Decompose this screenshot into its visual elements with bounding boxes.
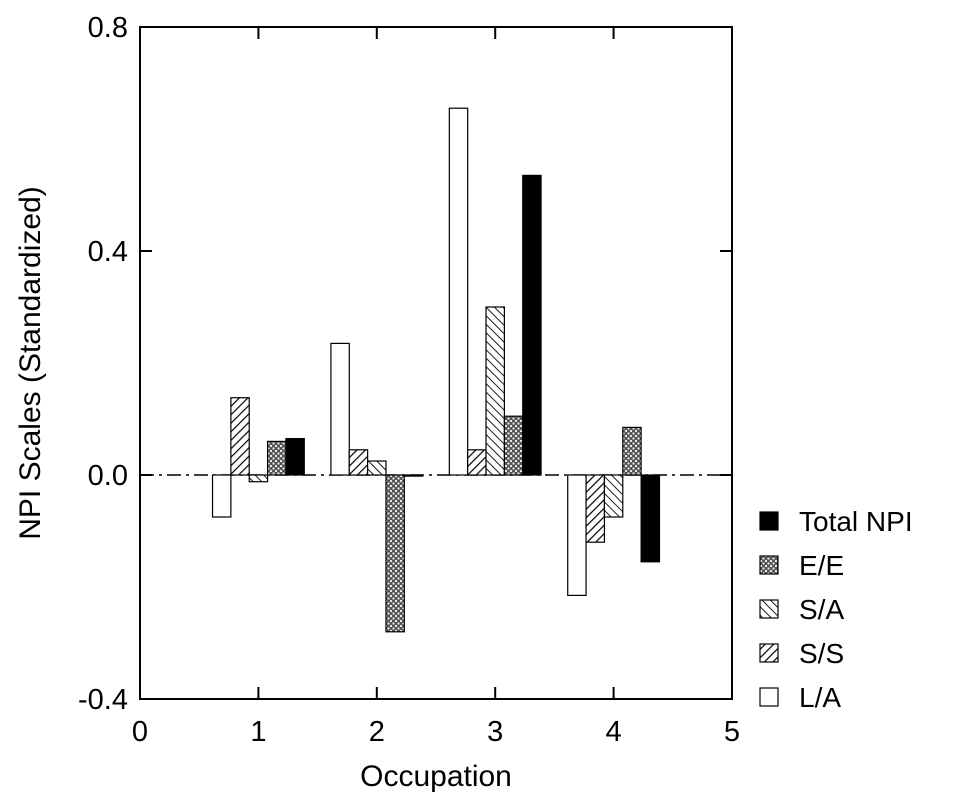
bar-l-a-occupation-4 bbox=[567, 474, 587, 597]
bars-layer bbox=[211, 107, 661, 633]
bar-s-a-occupation-2 bbox=[367, 460, 387, 476]
x-tick-label: 3 bbox=[487, 716, 503, 748]
bar-s-a-occupation-3 bbox=[485, 306, 505, 476]
legend-item-e-e: E/E bbox=[759, 550, 844, 581]
bar-l-a-occupation-1 bbox=[211, 474, 232, 518]
y-tick-label: 0.4 bbox=[88, 236, 128, 268]
y-tick-label: 0.8 bbox=[88, 12, 128, 44]
bar-s-s-occupation-1 bbox=[230, 397, 250, 476]
ticks-layer bbox=[139, 26, 733, 700]
bar-s-s-occupation-3 bbox=[467, 449, 487, 476]
y-tick-labels: -0.4 0.0 0.4 0.8 bbox=[78, 12, 128, 716]
legend-swatch-total-npi bbox=[759, 511, 779, 531]
bar-total-npi-occupation-2 bbox=[403, 474, 424, 477]
legend-item-l-a: L/A bbox=[759, 682, 841, 713]
legend-label-l-a: L/A bbox=[799, 682, 841, 713]
legend-label-s-a: S/A bbox=[799, 594, 844, 625]
legend-item-s-a: S/A bbox=[759, 594, 844, 625]
x-tick-label: 1 bbox=[250, 716, 266, 748]
bar-l-a-occupation-2 bbox=[330, 342, 350, 476]
bar-e-e-occupation-2 bbox=[385, 474, 405, 633]
x-tick-label: 0 bbox=[132, 716, 148, 748]
legend-item-s-s: S/S bbox=[759, 638, 844, 669]
plot-frame bbox=[139, 26, 733, 700]
y-tick-label: 0.0 bbox=[88, 460, 128, 492]
y-tick-label: -0.4 bbox=[78, 684, 128, 716]
bar-total-npi-occupation-3 bbox=[522, 174, 542, 476]
bar-s-s-occupation-2 bbox=[348, 449, 369, 476]
bar-e-e-occupation-3 bbox=[503, 415, 524, 476]
legend-label-e-e: E/E bbox=[799, 550, 844, 581]
legend: Total NPI E/E S/A S/S L/A bbox=[759, 506, 913, 713]
bar-s-s-occupation-4 bbox=[585, 474, 606, 543]
bar-e-e-occupation-4 bbox=[622, 426, 642, 476]
bar-s-a-occupation-1 bbox=[248, 474, 269, 483]
bar-total-npi-occupation-1 bbox=[285, 438, 305, 476]
x-tick-label: 2 bbox=[369, 716, 385, 748]
bar-e-e-occupation-1 bbox=[266, 440, 287, 476]
x-axis-label: Occupation bbox=[360, 760, 512, 793]
bar-s-a-occupation-4 bbox=[603, 474, 624, 518]
legend-swatch-e-e bbox=[759, 555, 779, 575]
x-tick-labels: 0 1 2 3 4 5 bbox=[132, 716, 740, 748]
bar-l-a-occupation-3 bbox=[448, 107, 469, 476]
bar-total-npi-occupation-4 bbox=[640, 474, 661, 563]
legend-swatch-s-s bbox=[759, 643, 779, 663]
plot-border bbox=[139, 26, 733, 700]
y-axis-label: NPI Scales (Standardized) bbox=[14, 186, 47, 540]
legend-item-total-npi: Total NPI bbox=[759, 506, 913, 537]
legend-label-s-s: S/S bbox=[799, 638, 844, 669]
x-tick-label: 5 bbox=[724, 716, 740, 748]
x-tick-label: 4 bbox=[606, 716, 622, 748]
legend-swatch-l-a bbox=[759, 687, 779, 707]
legend-swatch-s-a bbox=[759, 599, 779, 619]
legend-label-total-npi: Total NPI bbox=[799, 506, 913, 537]
